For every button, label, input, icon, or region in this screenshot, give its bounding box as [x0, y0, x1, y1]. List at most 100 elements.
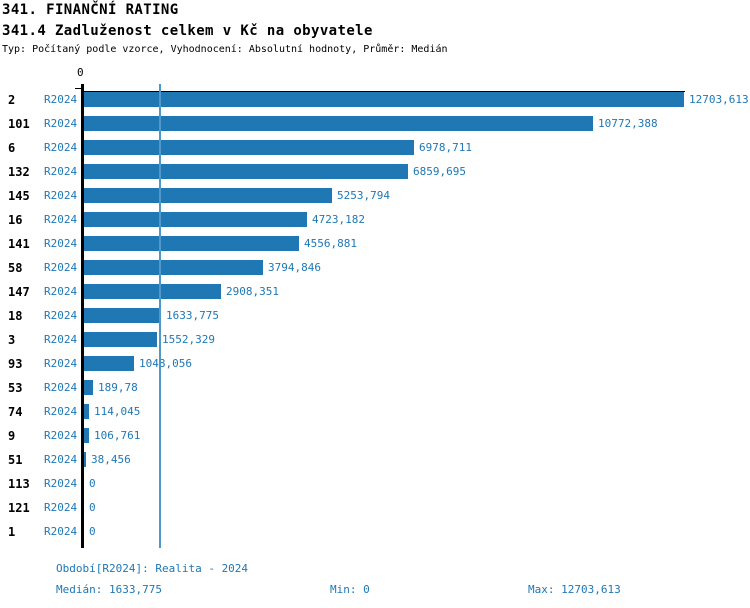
y-axis-line	[81, 84, 84, 548]
row-period-label: R2024	[44, 189, 78, 202]
bar-value-label: 1552,329	[162, 333, 215, 346]
row-period-label: R2024	[44, 117, 78, 130]
chart-row: 2 R2024 12703,613	[0, 92, 750, 116]
bar-value-label: 1633,775	[166, 309, 219, 322]
x-axis-line	[84, 91, 685, 92]
row-period-label: R2024	[44, 525, 78, 538]
footer-median-stat: Medián: 1633,775	[56, 583, 162, 596]
row-period-label: R2024	[44, 213, 78, 226]
chart-row: 18 R2024 1633,775	[0, 308, 750, 332]
row-period-label: R2024	[44, 309, 78, 322]
row-category-label: 1	[8, 525, 16, 539]
chart-row: 101 R2024 10772,388	[0, 116, 750, 140]
row-category-label: 132	[8, 165, 30, 179]
chart-row: 147 R2024 2908,351	[0, 284, 750, 308]
footer-min-stat: Min: 0	[330, 583, 370, 596]
row-category-label: 9	[8, 429, 16, 443]
bar-value-label: 6859,695	[413, 165, 466, 178]
value-bar	[84, 452, 86, 467]
row-category-label: 6	[8, 141, 16, 155]
chart-row: 113 R2024 0	[0, 476, 750, 500]
bar-value-label: 106,761	[94, 429, 141, 442]
value-bar	[84, 164, 408, 179]
row-period-label: R2024	[44, 93, 78, 106]
bar-value-label: 189,78	[98, 381, 138, 394]
bar-value-label: 2908,351	[226, 285, 279, 298]
chart-row: 6 R2024 6978,711	[0, 140, 750, 164]
row-category-label: 147	[8, 285, 30, 299]
row-period-label: R2024	[44, 405, 78, 418]
value-bar	[84, 140, 414, 155]
row-period-label: R2024	[44, 285, 78, 298]
chart-row: 1 R2024 0	[0, 524, 750, 548]
row-period-label: R2024	[44, 453, 78, 466]
row-category-label: 113	[8, 477, 30, 491]
row-category-label: 121	[8, 501, 30, 515]
value-bar	[84, 260, 263, 275]
value-bar	[84, 236, 299, 251]
row-category-label: 141	[8, 237, 30, 251]
value-bar	[84, 428, 89, 443]
bar-value-label: 0	[89, 477, 96, 490]
row-category-label: 3	[8, 333, 16, 347]
report-title: 341. FINANČNÍ RATING	[2, 2, 179, 18]
row-category-label: 53	[8, 381, 23, 395]
bar-value-label: 0	[89, 501, 96, 514]
row-period-label: R2024	[44, 237, 78, 250]
bar-value-label: 10772,388	[598, 117, 658, 130]
row-category-label: 18	[8, 309, 23, 323]
report-subtitle: 341.4 Zadluženost celkem v Kč na obyvate…	[2, 23, 373, 39]
bar-value-label: 6978,711	[419, 141, 472, 154]
footer-period-info: Období[R2024]: Realita - 2024	[56, 562, 249, 575]
row-category-label: 74	[8, 405, 23, 419]
chart-row: 9 R2024 106,761	[0, 428, 750, 452]
chart-row: 145 R2024 5253,794	[0, 188, 750, 212]
row-category-label: 16	[8, 213, 23, 227]
chart-row: 3 R2024 1552,329	[0, 332, 750, 356]
report-meta-line: Typ: Počítaný podle vzorce, Vyhodnocení:…	[2, 44, 448, 55]
chart-row: 141 R2024 4556,881	[0, 236, 750, 260]
footer-max-stat: Max: 12703,613	[528, 583, 621, 596]
value-bar	[84, 356, 134, 371]
bar-value-label: 3794,846	[268, 261, 321, 274]
value-bar	[84, 380, 93, 395]
value-bar	[84, 92, 684, 107]
value-bar	[84, 332, 157, 347]
chart-row: 51 R2024 38,456	[0, 452, 750, 476]
row-period-label: R2024	[44, 141, 78, 154]
chart-row: 53 R2024 189,78	[0, 380, 750, 404]
chart-row: 16 R2024 4723,182	[0, 212, 750, 236]
value-bar	[84, 404, 89, 419]
row-category-label: 93	[8, 357, 23, 371]
row-period-label: R2024	[44, 501, 78, 514]
row-period-label: R2024	[44, 381, 78, 394]
chart-row: 121 R2024 0	[0, 500, 750, 524]
bar-value-label: 114,045	[94, 405, 141, 418]
row-period-label: R2024	[44, 333, 78, 346]
chart-row: 74 R2024 114,045	[0, 404, 750, 428]
bar-value-label: 12703,613	[689, 93, 749, 106]
median-gridline	[159, 84, 161, 548]
bar-value-label: 38,456	[91, 453, 131, 466]
bar-value-label: 4556,881	[304, 237, 357, 250]
chart-row: 132 R2024 6859,695	[0, 164, 750, 188]
row-period-label: R2024	[44, 429, 78, 442]
chart-row: 93 R2024 1048,056	[0, 356, 750, 380]
row-period-label: R2024	[44, 165, 78, 178]
value-bar	[84, 188, 332, 203]
value-bar	[84, 284, 221, 299]
row-period-label: R2024	[44, 261, 78, 274]
value-bar	[84, 212, 307, 227]
row-period-label: R2024	[44, 477, 78, 490]
bar-value-label: 0	[89, 525, 96, 538]
x-axis-zero-tick-mark	[75, 88, 82, 89]
bar-value-label: 5253,794	[337, 189, 390, 202]
bar-value-label: 4723,182	[312, 213, 365, 226]
row-period-label: R2024	[44, 357, 78, 370]
row-category-label: 101	[8, 117, 30, 131]
x-axis-zero-tick-label: 0	[77, 66, 84, 79]
chart-row: 58 R2024 3794,846	[0, 260, 750, 284]
row-category-label: 2	[8, 93, 16, 107]
row-category-label: 145	[8, 189, 30, 203]
